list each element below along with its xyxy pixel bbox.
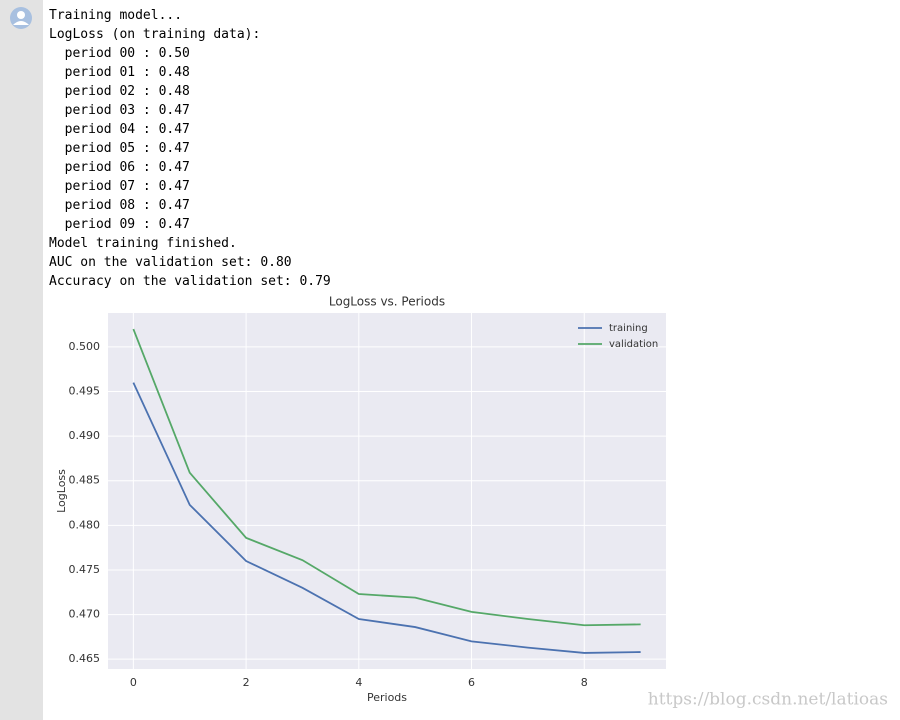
- x-axis-label: Periods: [367, 691, 407, 704]
- output-line: period 06 : 0.47: [49, 160, 190, 175]
- output-line: AUC on the validation set: 0.80: [49, 255, 292, 270]
- x-tick-label: 4: [355, 676, 362, 689]
- output-line: Training model...: [49, 8, 183, 23]
- x-tick-label: 0: [130, 676, 137, 689]
- y-axis-label: LogLoss: [55, 469, 68, 513]
- x-tick-label: 2: [243, 676, 250, 689]
- y-tick-label: 0.475: [69, 563, 101, 576]
- output-line: Model training finished.: [49, 236, 237, 251]
- avatar: [10, 7, 32, 29]
- output-line: LogLoss (on training data):: [49, 27, 261, 42]
- y-tick-label: 0.465: [69, 652, 101, 665]
- y-tick-label: 0.485: [69, 474, 101, 487]
- cell-output: Training model... LogLoss (on training da…: [49, 6, 331, 291]
- output-line: period 01 : 0.48: [49, 65, 190, 80]
- legend-label: validation: [609, 339, 658, 350]
- y-tick-label: 0.480: [69, 518, 101, 531]
- output-line: Accuracy on the validation set: 0.79: [49, 274, 331, 289]
- output-line: period 04 : 0.47: [49, 122, 190, 137]
- series-line: [132, 382, 641, 654]
- y-tick-label: 0.500: [69, 340, 101, 353]
- output-line: period 00 : 0.50: [49, 46, 190, 61]
- x-tick-label: 8: [581, 676, 588, 689]
- output-line: period 05 : 0.47: [49, 141, 190, 156]
- chart-title: LogLoss vs. Periods: [329, 295, 445, 309]
- cell-gutter: [0, 0, 43, 720]
- y-tick-label: 0.470: [69, 608, 101, 621]
- y-tick-label: 0.490: [69, 429, 101, 442]
- x-tick-label: 6: [468, 676, 475, 689]
- legend-label: training: [609, 323, 648, 334]
- y-tick-label: 0.495: [69, 385, 101, 398]
- output-line: period 07 : 0.47: [49, 179, 190, 194]
- output-line: period 08 : 0.47: [49, 198, 190, 213]
- series-line: [132, 328, 641, 627]
- plot-area: [108, 313, 666, 669]
- output-line: period 03 : 0.47: [49, 103, 190, 118]
- output-line: period 02 : 0.48: [49, 84, 190, 99]
- watermark: https://blog.csdn.net/latioas: [648, 690, 888, 710]
- output-line: period 09 : 0.47: [49, 217, 190, 232]
